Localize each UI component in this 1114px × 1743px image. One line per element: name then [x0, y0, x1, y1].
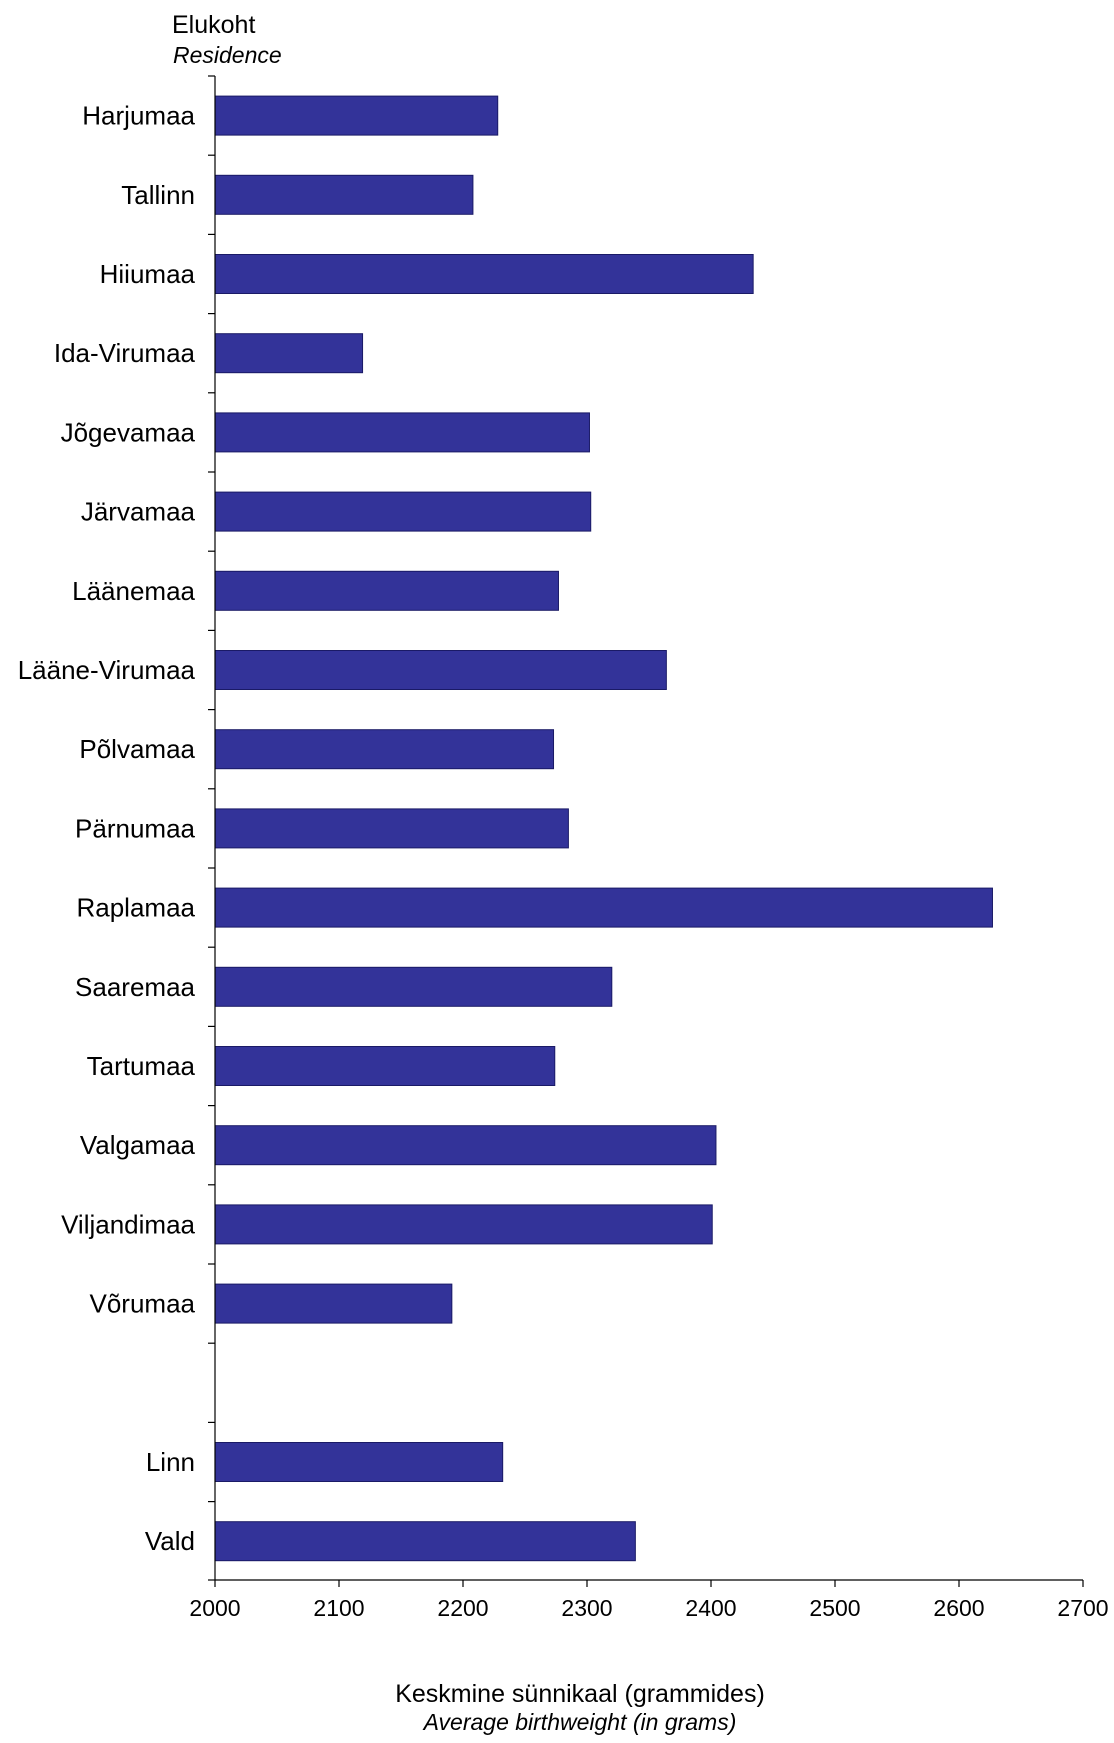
y-axis-title-en: Residence: [173, 42, 282, 68]
category-label-ida-virumaa: Ida-Virumaa: [54, 338, 196, 368]
bar-p-rnumaa: [214, 808, 569, 849]
x-tick-label-2500: 2500: [809, 1595, 860, 1621]
bar-v-rumaa: [214, 1283, 453, 1324]
bar-l-nemaa: [214, 570, 559, 611]
x-tick-label-2300: 2300: [561, 1595, 612, 1621]
category-label-tartumaa: Tartumaa: [87, 1051, 196, 1081]
bar-p-lvamaa: [214, 729, 555, 770]
bar-linn: [214, 1442, 504, 1482]
labels-layer: Harjumaa Tallinn Hiiumaa Ida-Virumaa Jõgevam…: [18, 101, 1109, 1621]
x-tick-label-2100: 2100: [313, 1595, 364, 1621]
category-label-j-rvamaa: Järvamaa: [81, 497, 196, 527]
bar-valgamaa: [214, 1125, 717, 1166]
category-label-l-ne-virumaa: Lääne-Virumaa: [18, 655, 196, 685]
bar-tartumaa: [214, 1046, 556, 1086]
category-label-viljandimaa: Viljandimaa: [61, 1209, 195, 1239]
category-label-l-nemaa: Läänemaa: [72, 576, 195, 606]
x-tick-label-2000: 2000: [189, 1595, 240, 1621]
bar-j-rvamaa: [214, 491, 592, 532]
category-label-valgamaa: Valgamaa: [80, 1130, 196, 1160]
category-label-harjumaa: Harjumaa: [82, 101, 195, 131]
category-label-v-rumaa: Võrumaa: [90, 1289, 196, 1319]
category-label-hiiumaa: Hiiumaa: [100, 259, 196, 289]
x-tick-label-2200: 2200: [437, 1595, 488, 1621]
category-label-vald: Vald: [145, 1526, 195, 1556]
category-label-j-gevamaa: Jõgevamaa: [61, 417, 196, 447]
bar-saaremaa: [214, 966, 613, 1007]
bar-harjumaa: [214, 95, 499, 136]
bar-l-ne-virumaa: [214, 650, 667, 690]
x-tick-label-2400: 2400: [685, 1595, 736, 1621]
category-label-p-rnumaa: Pärnumaa: [75, 813, 195, 843]
bar-hiiumaa: [214, 254, 754, 294]
bar-vald: [214, 1521, 636, 1562]
bar-viljandimaa: [214, 1204, 713, 1245]
bar-ida-virumaa: [214, 333, 364, 374]
bar-tallinn: [214, 174, 474, 215]
category-label-tallinn: Tallinn: [121, 180, 195, 210]
y-axis-title: Elukoht: [172, 11, 255, 39]
category-label-p-lvamaa: Põlvamaa: [79, 734, 195, 764]
x-axis-title-en: Average birthweight (in grams): [422, 1709, 737, 1735]
x-axis-title: Keskmine sünnikaal (grammides): [395, 1680, 765, 1708]
bar-raplamaa: [214, 887, 993, 928]
category-label-saaremaa: Saaremaa: [75, 972, 195, 1002]
bar-j-gevamaa: [214, 412, 590, 453]
category-label-linn: Linn: [146, 1447, 195, 1477]
category-label-raplamaa: Raplamaa: [76, 893, 195, 923]
bars-layer: [214, 95, 993, 1562]
x-tick-label-2700: 2700: [1057, 1595, 1108, 1621]
axes-layer: [208, 75, 1084, 1587]
x-tick-label-2600: 2600: [933, 1595, 984, 1621]
